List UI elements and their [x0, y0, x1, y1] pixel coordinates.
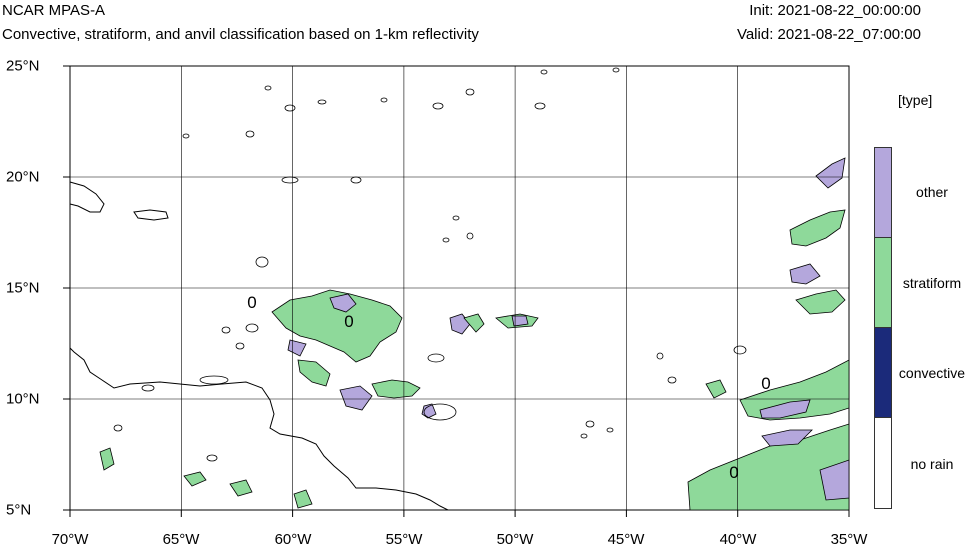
island-outline — [133, 209, 169, 221]
other-area — [759, 399, 811, 419]
stratiform-area — [297, 359, 331, 387]
lon-label: 40°W — [719, 531, 757, 548]
legend-swatch-no-rain — [874, 417, 892, 509]
contour-label: 0 — [344, 312, 353, 331]
lon-label: 35°W — [830, 531, 868, 548]
coastline-south-america — [69, 347, 449, 511]
stratiform-area — [371, 379, 421, 399]
plot-subtitle: Convective, stratiform, and anvil classi… — [2, 26, 479, 43]
lon-label: 60°W — [274, 531, 312, 548]
lon-label: 55°W — [385, 531, 423, 548]
stratiform-area — [463, 313, 485, 333]
lon-label: 70°W — [51, 531, 89, 548]
lat-label: 5°N — [6, 501, 32, 519]
other-area — [815, 157, 846, 189]
stratiform-area — [789, 209, 846, 247]
legend-label-convective: convective — [898, 365, 966, 381]
other-area — [789, 263, 821, 285]
axis-ticks — [63, 65, 850, 517]
legend-label-no-rain: no rain — [910, 456, 954, 472]
legend-swatch-stratiform — [874, 237, 892, 328]
lat-label: 10°N — [6, 390, 40, 408]
lon-label: 65°W — [162, 531, 200, 548]
lat-label: 25°N — [6, 57, 40, 75]
other-area — [339, 385, 373, 411]
legend-title: [type] — [898, 92, 933, 108]
precip-shading — [99, 157, 850, 511]
stratiform-area — [795, 289, 846, 315]
other-area — [761, 429, 813, 447]
coastline — [69, 181, 449, 511]
contour-label: 0 — [729, 463, 738, 482]
legend-swatch-other — [874, 147, 892, 238]
lon-label: 50°W — [496, 531, 534, 548]
stratiform-area — [99, 447, 115, 471]
contour-labels: 0 0 0 0 — [247, 293, 770, 482]
stratiform-area — [293, 489, 313, 509]
init-time: Init: 2021-08-22_00:00:00 — [749, 2, 921, 19]
stratiform-area — [183, 471, 207, 487]
legend-label-stratiform: stratiform — [902, 275, 962, 291]
graticule — [70, 66, 849, 510]
other-area — [511, 315, 529, 327]
contour-label: 0 — [247, 293, 256, 312]
other-area — [819, 459, 850, 501]
lat-label: 15°N — [6, 279, 40, 297]
other-area — [329, 293, 357, 313]
legend-label-other: other — [916, 184, 948, 200]
legend-swatch-convective — [874, 327, 892, 418]
valid-time: Valid: 2021-08-22_07:00:00 — [736, 26, 921, 43]
other-area — [421, 403, 437, 419]
coastline-north — [69, 181, 105, 213]
model-title: NCAR MPAS-A — [2, 2, 106, 19]
lat-label: 20°N — [6, 168, 40, 186]
stratiform-area — [705, 379, 727, 399]
stratiform-area — [271, 289, 403, 363]
stratiform-area — [687, 423, 850, 511]
stratiform-area — [739, 359, 850, 421]
contour-label: 0 — [761, 374, 770, 393]
stratiform-area — [229, 479, 253, 497]
lon-label: 45°W — [607, 531, 645, 548]
